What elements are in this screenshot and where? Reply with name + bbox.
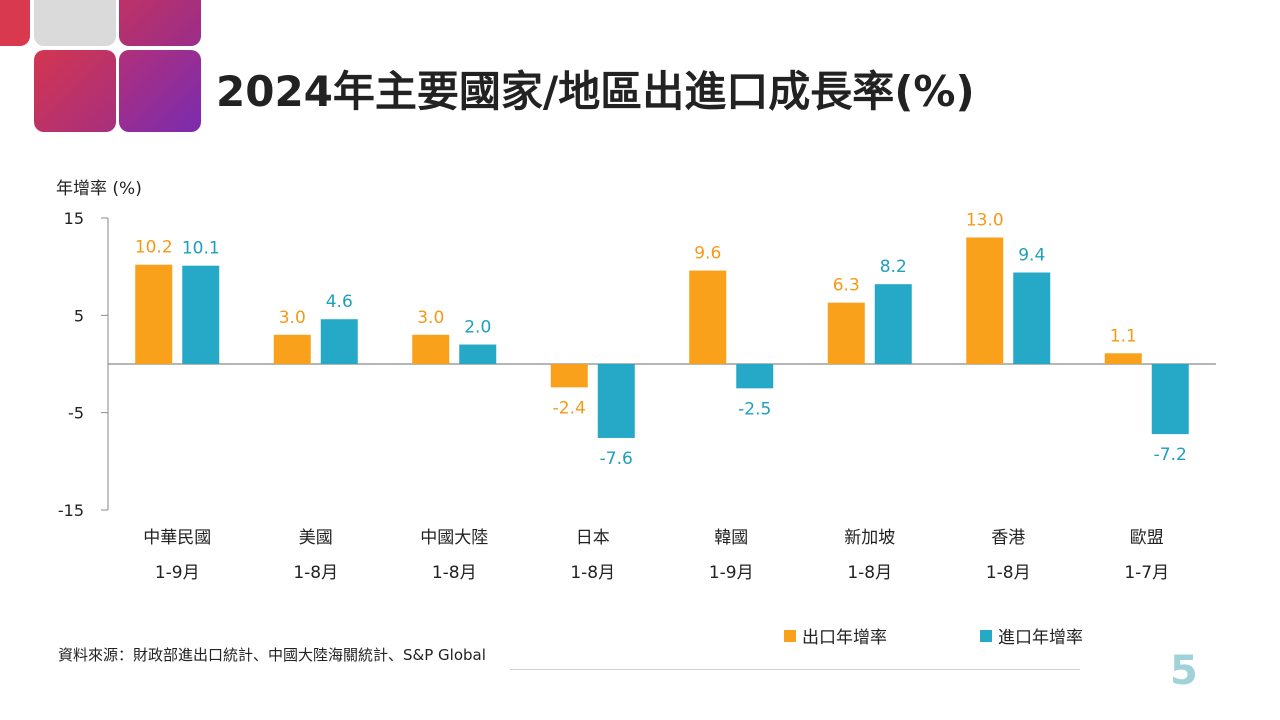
- import-value-label: -2.5: [738, 399, 771, 419]
- category-period-label: 1-8月: [293, 563, 338, 583]
- chart-legend: 出口年增率 進口年增率: [784, 628, 1083, 648]
- category-period-label: 1-9月: [709, 563, 754, 583]
- category-label: 韓國: [714, 528, 748, 548]
- legend-label-import: 進口年增率: [998, 628, 1083, 648]
- category-label: 歐盟: [1130, 528, 1164, 548]
- category-label: 新加坡: [844, 528, 895, 548]
- chart-category-labels: 中華民國 1-9月 美國 1-8月 中國大陸 1-8月 日本 1-8月 韓國 1-9月 新加坡 1-8…: [143, 528, 1169, 583]
- export-value-label: 1.1: [1110, 326, 1137, 346]
- export-bar: [689, 270, 727, 364]
- export-value-label: 6.3: [833, 276, 860, 296]
- import-bar: [597, 364, 635, 438]
- import-value-label: 10.1: [182, 239, 220, 259]
- export-value-label: 3.0: [279, 308, 306, 328]
- export-value-label: 10.2: [135, 238, 173, 258]
- export-value-label: 13.0: [966, 210, 1004, 230]
- y-tick-label: 5: [74, 306, 84, 325]
- import-bar: [182, 265, 220, 364]
- category-period-label: 1-9月: [155, 563, 200, 583]
- category-period-label: 1-8月: [847, 563, 892, 583]
- import-value-label: 8.2: [880, 257, 907, 277]
- category-label: 中國大陸: [420, 528, 488, 548]
- import-bar: [320, 319, 358, 364]
- category-period-label: 1-7月: [1124, 563, 1169, 583]
- category-period-label: 1-8月: [986, 563, 1031, 583]
- slide-title: 2024年主要國家/地區出進口成長率(%): [216, 67, 975, 116]
- import-value-label: 4.6: [326, 292, 353, 312]
- legend-swatch-import: [980, 630, 992, 642]
- decor-tile-bottom-left: [34, 50, 116, 132]
- category-label: 日本: [576, 528, 610, 548]
- legend-label-export: 出口年增率: [802, 628, 887, 648]
- decor-tile-top-middle: [34, 0, 116, 46]
- export-value-label: 9.6: [694, 244, 721, 264]
- import-value-label: -7.6: [600, 449, 633, 469]
- category-period-label: 1-8月: [570, 563, 615, 583]
- import-value-label: -7.2: [1154, 445, 1187, 465]
- import-bar: [1151, 364, 1189, 435]
- category-period-label: 1-8月: [432, 563, 477, 583]
- category-label: 中華民國: [143, 528, 211, 548]
- export-bar: [412, 334, 450, 364]
- export-bar: [966, 237, 1004, 364]
- chart-bars: [135, 237, 1189, 438]
- import-value-label: 2.0: [464, 318, 491, 338]
- y-tick-label: 15: [64, 209, 84, 228]
- y-axis-label: 年增率 (%): [56, 179, 142, 199]
- legend-swatch-export: [784, 630, 796, 642]
- y-tick-label: -15: [58, 501, 84, 520]
- export-bar: [827, 302, 865, 364]
- decor-tile-top-right: [119, 0, 201, 46]
- export-bar: [135, 264, 173, 364]
- import-bar: [874, 284, 912, 364]
- export-bar: [1104, 353, 1142, 364]
- import-bar: [459, 344, 497, 364]
- import-value-label: 9.4: [1018, 246, 1045, 266]
- source-note: 資料來源：財政部進出口統計、中國大陸海關統計、S&P Global: [58, 646, 486, 664]
- decor-tile-top-left: [0, 0, 30, 46]
- category-label: 香港: [991, 528, 1025, 548]
- export-value-label: -2.4: [553, 398, 586, 418]
- y-tick-label: -5: [68, 404, 84, 423]
- export-bar: [550, 364, 588, 388]
- export-bar: [273, 334, 311, 364]
- footer-divider: [510, 669, 1080, 670]
- import-bar: [736, 364, 774, 389]
- page-number: 5: [1170, 648, 1198, 694]
- category-label: 美國: [299, 528, 333, 548]
- decor-tile-bottom-right: [119, 50, 201, 132]
- chart-data-labels: 10.2 10.1 3.0 4.6 3.0 2.0 -2.4 -7.6 9.6 -2.5 6.3 8.…: [135, 210, 1187, 469]
- export-value-label: 3.0: [417, 308, 444, 328]
- import-bar: [1013, 272, 1051, 364]
